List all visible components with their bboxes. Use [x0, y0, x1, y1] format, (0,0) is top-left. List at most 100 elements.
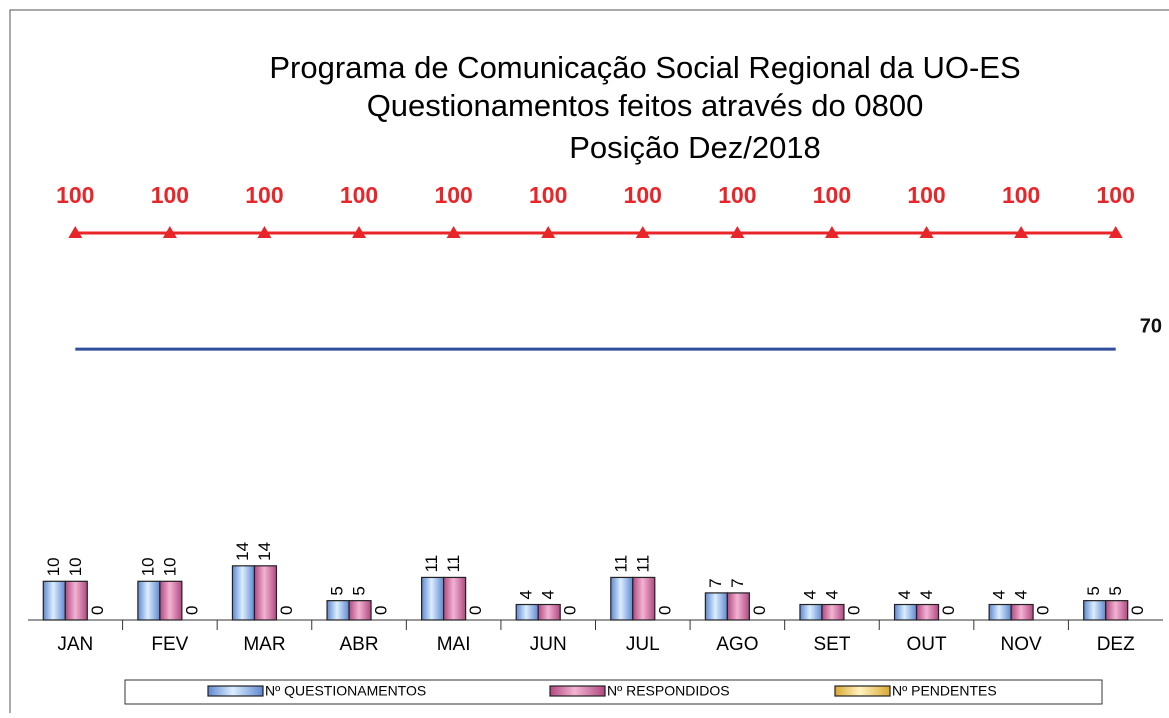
legend	[124, 679, 1103, 705]
chart-subtitle: Posição Dez/2018	[569, 130, 821, 165]
x-tick-label: JUN	[530, 634, 567, 655]
data-label: 100	[245, 182, 283, 208]
legend-swatch	[549, 685, 606, 697]
x-tick-label: SET	[813, 634, 850, 655]
data-label: 0	[844, 606, 863, 615]
data-label: 100	[907, 182, 945, 208]
data-label: 100	[813, 182, 851, 208]
x-tick-label: ABR	[340, 634, 379, 655]
bar	[253, 565, 278, 621]
x-tick-label: MAR	[243, 634, 285, 655]
legend-swatch	[207, 685, 264, 697]
data-label: 100	[56, 182, 94, 208]
legend-label: Nº PENDENTES	[892, 683, 997, 699]
bar	[443, 576, 467, 621]
data-label: 5	[1106, 586, 1125, 595]
data-label: 5	[328, 586, 347, 595]
data-label: 0	[1128, 606, 1147, 615]
bar	[988, 603, 1012, 621]
data-label: 7	[728, 578, 747, 587]
chart-subtitle: Questionamentos feitos através do 0800	[367, 88, 924, 123]
data-label: 4	[895, 590, 914, 599]
marker	[730, 226, 745, 238]
data-label: 11	[633, 555, 652, 573]
marker	[352, 226, 367, 238]
x-tick-label: MAI	[437, 634, 471, 655]
marker	[541, 226, 556, 238]
frame	[9, 9, 1169, 713]
bar	[137, 580, 161, 621]
data-label: 4	[990, 590, 1009, 599]
legend-label: Nº RESPONDIDOS	[607, 683, 730, 699]
data-label: 4	[917, 590, 936, 599]
data-label: 4	[822, 590, 841, 599]
bar	[632, 576, 656, 621]
data-label: 10	[66, 557, 85, 576]
chart-title: Programa de Comunicação Social Regional …	[269, 50, 1020, 85]
marker	[68, 226, 83, 238]
data-label: 100	[434, 182, 472, 208]
data-label: 100	[529, 182, 567, 208]
bar	[610, 576, 634, 621]
data-label: 14	[255, 542, 274, 561]
data-label: 100	[151, 182, 189, 208]
data-label: 10	[44, 557, 63, 576]
bar	[42, 580, 66, 621]
marker	[919, 226, 934, 238]
data-label: 100	[1002, 182, 1040, 208]
data-label: 0	[88, 606, 107, 615]
bar	[704, 592, 728, 621]
marker	[446, 226, 461, 238]
data-label: 10	[138, 557, 157, 576]
bar	[537, 603, 561, 621]
data-label: 0	[561, 606, 580, 615]
data-label: 7	[706, 578, 725, 587]
data-label: 4	[539, 590, 558, 599]
bar	[726, 592, 750, 621]
data-label: 0	[466, 606, 485, 615]
bar	[64, 580, 88, 621]
data-label: 4	[1012, 590, 1031, 599]
marker	[162, 226, 177, 238]
bar	[915, 603, 940, 621]
data-label: 100	[340, 182, 378, 208]
marker	[1108, 226, 1123, 238]
data-label: 0	[750, 606, 769, 615]
data-label: 11	[611, 555, 630, 573]
data-label: 0	[277, 606, 296, 615]
data-label: 11	[444, 555, 463, 573]
legend-label: Nº QUESTIONAMENTOS	[265, 683, 426, 699]
bar	[1105, 600, 1129, 621]
marker	[1014, 226, 1029, 238]
x-tick-label: FEV	[151, 634, 188, 655]
x-tick-label: NOV	[1001, 634, 1043, 655]
x-tick-label: JUL	[626, 634, 660, 655]
data-label: 0	[182, 606, 201, 615]
legend-swatch	[834, 685, 891, 697]
data-label: 4	[800, 590, 819, 599]
bar	[515, 603, 539, 621]
bar	[421, 576, 445, 621]
data-label: 11	[422, 555, 441, 573]
data-label: 0	[655, 606, 674, 615]
x-tick-label: AGO	[716, 634, 758, 655]
bar	[821, 603, 845, 621]
marker	[824, 226, 839, 238]
bar	[893, 603, 918, 621]
x-tick-label: JAN	[57, 634, 93, 655]
bar	[1010, 603, 1034, 621]
marker	[257, 226, 272, 238]
data-label: 100	[1097, 182, 1135, 208]
bar	[231, 565, 256, 621]
data-label: 14	[233, 542, 252, 561]
data-label: 100	[718, 182, 756, 208]
data-label: 70	[1140, 315, 1162, 337]
marker	[635, 226, 650, 238]
data-label: 0	[939, 606, 958, 615]
data-label: 5	[1084, 586, 1103, 595]
bar	[1083, 600, 1107, 621]
data-label: 0	[372, 606, 391, 615]
bar	[159, 580, 183, 621]
bar	[326, 600, 350, 621]
